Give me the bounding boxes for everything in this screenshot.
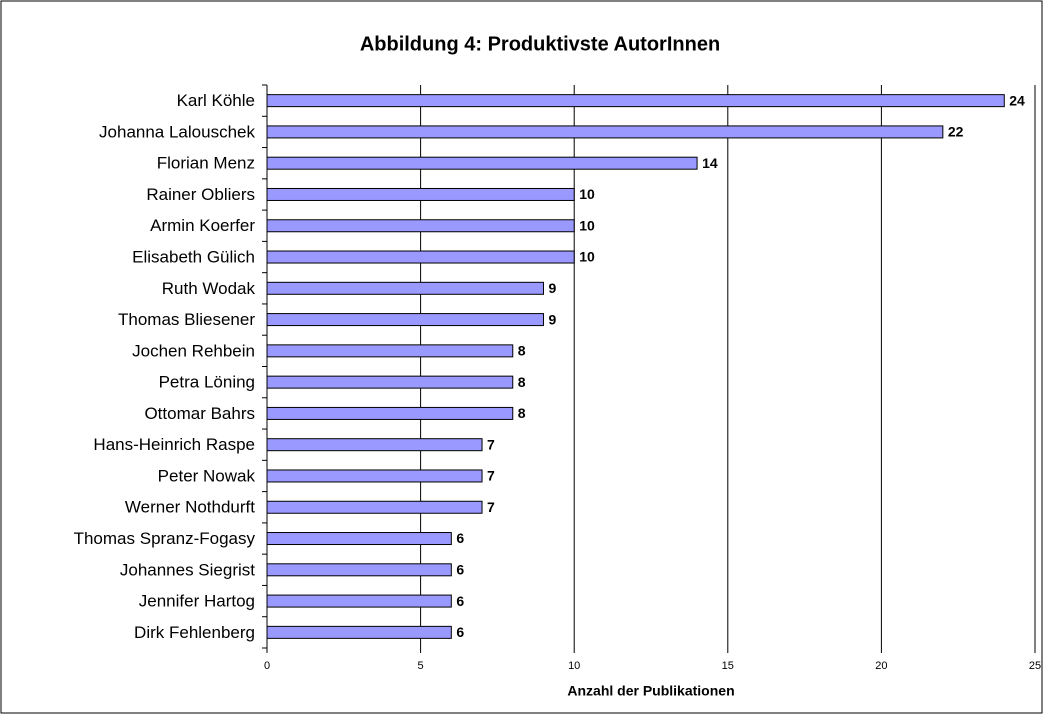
y-tick-label: Petra Löning bbox=[159, 373, 255, 392]
value-label: 7 bbox=[487, 436, 495, 452]
y-tick-label: Peter Nowak bbox=[158, 466, 256, 485]
bar bbox=[266, 313, 544, 327]
y-tick-label: Johanna Lalouschek bbox=[99, 122, 255, 141]
value-label: 8 bbox=[518, 343, 526, 359]
bar bbox=[266, 469, 483, 483]
y-tick-label: Ottomar Bahrs bbox=[144, 404, 255, 423]
bar bbox=[266, 500, 483, 514]
x-tick-label: 0 bbox=[264, 660, 270, 672]
x-tick-label: 20 bbox=[875, 660, 887, 672]
bar bbox=[266, 375, 514, 389]
y-tick-label: Thomas Spranz-Fogasy bbox=[74, 529, 256, 548]
y-tick-label: Florian Menz bbox=[157, 154, 255, 173]
bar bbox=[266, 156, 698, 170]
value-label: 10 bbox=[579, 186, 595, 202]
bar bbox=[266, 532, 452, 546]
bar bbox=[266, 94, 1005, 108]
value-label: 8 bbox=[518, 405, 526, 421]
y-tick-label: Elisabeth Gülich bbox=[132, 248, 255, 267]
y-tick-label: Thomas Bliesener bbox=[118, 310, 255, 329]
value-label: 14 bbox=[702, 155, 718, 171]
bar bbox=[266, 594, 452, 608]
bar bbox=[266, 281, 544, 295]
value-label: 8 bbox=[518, 374, 526, 390]
value-label: 6 bbox=[456, 593, 464, 609]
bar bbox=[266, 438, 483, 452]
y-tick-label: Armin Koerfer bbox=[150, 216, 255, 235]
y-tick-label: Jennifer Hartog bbox=[139, 592, 255, 611]
y-tick-label: Ruth Wodak bbox=[162, 279, 256, 298]
x-tick-label: 5 bbox=[418, 660, 424, 672]
value-label: 10 bbox=[579, 217, 595, 233]
x-tick-label: 15 bbox=[722, 660, 734, 672]
y-tick-label: Rainer Obliers bbox=[146, 185, 255, 204]
bar bbox=[266, 187, 575, 201]
value-label: 7 bbox=[487, 468, 495, 484]
bar bbox=[266, 219, 575, 233]
value-label: 6 bbox=[456, 562, 464, 578]
y-tick-label: Jochen Rehbein bbox=[132, 341, 255, 360]
value-label: 9 bbox=[548, 280, 556, 296]
y-tick-label: Dirk Fehlenberg bbox=[134, 623, 255, 642]
value-label: 9 bbox=[548, 311, 556, 327]
bar bbox=[266, 250, 575, 264]
y-tick-label: Hans-Heinrich Raspe bbox=[93, 435, 255, 454]
value-label: 22 bbox=[948, 124, 964, 140]
bar bbox=[266, 563, 452, 577]
value-label: 6 bbox=[456, 530, 464, 546]
value-label: 6 bbox=[456, 624, 464, 640]
value-label: 7 bbox=[487, 499, 495, 515]
chart-title: Abbildung 4: Produktivste AutorInnen bbox=[360, 33, 720, 55]
value-label: 24 bbox=[1009, 92, 1025, 108]
x-tick-label: 10 bbox=[568, 660, 580, 672]
x-tick-label: 25 bbox=[1029, 660, 1041, 672]
bar bbox=[266, 125, 944, 139]
y-tick-label: Karl Köhle bbox=[177, 91, 255, 110]
y-tick-label: Johannes Siegrist bbox=[120, 560, 255, 579]
bar bbox=[266, 406, 514, 420]
bar bbox=[266, 344, 514, 358]
y-tick-label: Werner Nothdurft bbox=[125, 498, 255, 517]
value-label: 10 bbox=[579, 249, 595, 265]
x-axis-label: Anzahl der Publikationen bbox=[567, 683, 734, 699]
bar bbox=[266, 625, 452, 639]
